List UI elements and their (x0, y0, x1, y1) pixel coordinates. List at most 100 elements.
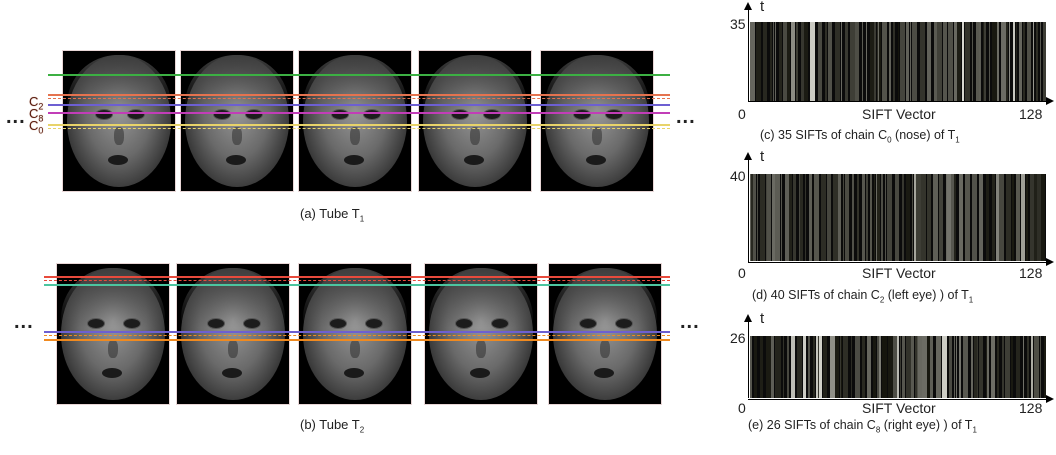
chain-line-green (48, 74, 670, 76)
heatmap-stripe (1021, 174, 1025, 261)
hair-shade (67, 55, 171, 115)
heatmap-stripe (918, 336, 922, 398)
mouth (464, 155, 484, 165)
heatmap-stripe (900, 22, 905, 101)
y-axis-arrow (744, 314, 752, 322)
heatmap-stripe (976, 22, 979, 101)
heatmap-stripe (1030, 174, 1034, 261)
x-axis (748, 399, 1046, 400)
hair-shade (545, 55, 649, 115)
heatmap-stripe (874, 22, 876, 101)
nose (350, 340, 360, 358)
heatmap-stripe (754, 336, 757, 398)
chain-line-blue (44, 331, 670, 333)
heatmap-stripe (906, 336, 911, 398)
nose (592, 127, 602, 145)
heatmap-stripe (921, 174, 926, 261)
heatmap-stripe (915, 336, 917, 398)
heatmap-stripe (983, 22, 984, 101)
heatmap-stripe (821, 174, 826, 261)
heatmap-stripe (959, 336, 961, 398)
heatmap-stripe (789, 174, 792, 261)
heatmap-stripe (902, 174, 904, 261)
heatmap-stripe (876, 174, 877, 261)
y-axis-arrow (744, 2, 752, 10)
heatmap-stripe (979, 174, 983, 261)
heatmap-stripe (900, 336, 901, 398)
ellipsis-left: ... (6, 106, 26, 128)
heatmap-stripe (934, 22, 937, 101)
heatmap-stripe (949, 336, 952, 398)
heatmap-stripe (753, 174, 756, 261)
heatmap-stripe (979, 22, 981, 101)
heatmap-stripe (852, 174, 854, 261)
left-eye (329, 318, 347, 329)
mouth (102, 368, 122, 378)
tube2-frame-2 (176, 263, 290, 405)
heatmap-stripe (791, 336, 795, 398)
heatmap-stripe (1026, 174, 1028, 261)
heatmap-stripe (933, 174, 938, 261)
heatmap-stripe (954, 336, 955, 398)
heatmap-stripe (751, 174, 753, 261)
heatmap-stripe (750, 174, 751, 261)
heatmap-stripe (1027, 22, 1031, 101)
heatmap-stripe (818, 336, 819, 398)
heatmap-stripe (803, 336, 806, 398)
heatmap-stripe (766, 174, 767, 261)
heatmap-stripe (986, 336, 987, 398)
heatmap-stripe (851, 336, 852, 398)
heatmap-stripe (999, 174, 1004, 261)
nose (108, 340, 118, 358)
heatmap-stripe (997, 336, 999, 398)
heatmap-stripe (862, 174, 865, 261)
panel-caption: (c) 35 SIFTs of chain C0 (nose) of T1 (760, 128, 960, 145)
tube2-frame-4 (424, 263, 538, 405)
x-max-label: 128 (1019, 265, 1043, 281)
t-axis-label: t (760, 148, 765, 165)
heatmap-stripe (843, 336, 848, 398)
tube1-frame-3 (298, 50, 412, 192)
heatmap-stripe (954, 22, 957, 101)
hair-shade (423, 55, 527, 115)
heatmap-stripe (956, 336, 957, 398)
heatmap-stripe (793, 174, 796, 261)
x-axis (748, 262, 1046, 263)
nose (476, 340, 486, 358)
heatmap-stripe (833, 174, 838, 261)
heatmap-stripe (1044, 336, 1046, 398)
heatmap-stripe (1012, 174, 1014, 261)
x-zero-label: 0 (738, 400, 746, 416)
chain-line-red-dashed (44, 280, 670, 281)
ellipsis-right: ... (676, 106, 696, 128)
heatmap-stripe (927, 22, 931, 101)
heatmap-stripe (1006, 174, 1011, 261)
heatmap-stripe (972, 22, 973, 101)
tube-t2-figure: ... ... (b) Tube T2 (0, 255, 700, 455)
heatmap-stripe (850, 22, 855, 101)
heatmap-stripe (772, 174, 775, 261)
heatmap-stripe (959, 174, 963, 261)
heatmap-stripe (947, 174, 951, 261)
heatmap-stripe (889, 22, 891, 101)
tube1-caption: (a) Tube T1 (300, 206, 365, 224)
heatmap-stripe (819, 336, 822, 398)
heatmap-stripe (879, 22, 881, 101)
heatmap-stripe (775, 174, 780, 261)
x-axis-title: SIFT Vector (862, 265, 936, 281)
heatmap-stripe (912, 22, 917, 101)
heatmap-stripe (914, 174, 916, 261)
heatmap-stripe (816, 336, 818, 398)
heatmap-stripe (916, 174, 921, 261)
heatmap-stripe (866, 174, 868, 261)
chain-line-orange-dashed (44, 335, 670, 336)
heatmap-stripe (977, 336, 978, 398)
left-eye (573, 109, 591, 120)
x-axis-title: SIFT Vector (862, 400, 936, 416)
heatmap-stripe (962, 22, 964, 101)
heatmap-stripe (877, 174, 880, 261)
heatmap-stripe (927, 174, 931, 261)
chain-label-c2: C2 (29, 94, 44, 112)
left-eye (455, 318, 473, 329)
right-eye (363, 109, 381, 120)
